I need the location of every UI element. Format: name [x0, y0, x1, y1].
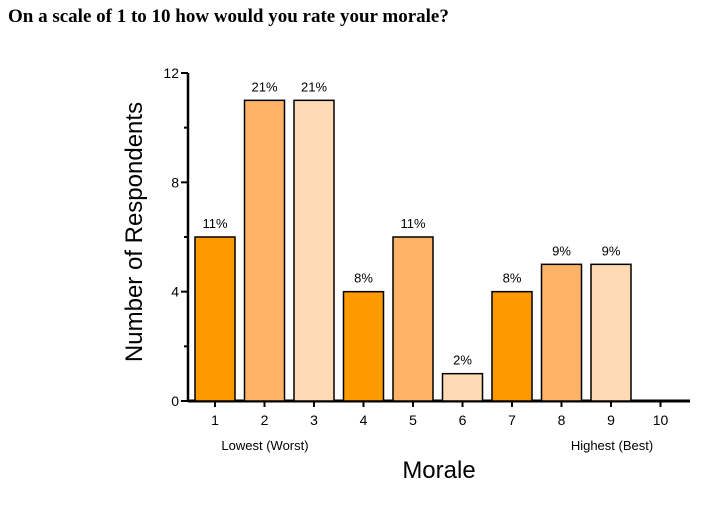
- x-tick-label: 8: [558, 412, 566, 428]
- data-label-4: 8%: [354, 271, 373, 286]
- data-label-5: 11%: [400, 216, 425, 231]
- y-tick-label: 12: [163, 65, 179, 81]
- bar-9: [590, 263, 632, 402]
- x-tick-label: 9: [607, 412, 615, 428]
- y-tick-label: 0: [171, 393, 179, 409]
- y-axis-title: Number of Respondents: [121, 102, 148, 362]
- bar-8: [540, 263, 583, 402]
- bar-5: [392, 236, 434, 402]
- y-tick-label: 4: [171, 284, 179, 300]
- x-tick-label: 7: [508, 412, 516, 428]
- x-tick-label: 1: [211, 412, 219, 428]
- bar-6: [441, 372, 484, 402]
- bar-1: [194, 236, 236, 402]
- x-tick-label: 6: [459, 412, 467, 428]
- data-label-1: 11%: [202, 216, 227, 231]
- x-tick-label: 10: [653, 412, 669, 428]
- chart-title: On a scale of 1 to 10 how would you rate…: [8, 6, 449, 27]
- data-label-3: 21%: [301, 79, 327, 94]
- data-label-9: 9%: [602, 243, 621, 258]
- x-axis-title: Morale: [402, 457, 475, 484]
- x-tick-label: 2: [261, 412, 269, 428]
- x-annotation-high: Highest (Best): [571, 438, 653, 453]
- data-label-6: 2%: [453, 353, 472, 368]
- bars: [194, 99, 632, 402]
- bar-7: [491, 290, 533, 402]
- data-label-2: 21%: [251, 79, 277, 94]
- x-annotation-low: Lowest (Worst): [221, 438, 308, 453]
- labels: 0 4 8 12 1 11% 2 21% 3 21% 4 8% 5 11% 6 2% 7 8% 8 9% 9 9% 10: [163, 65, 668, 428]
- data-label-7: 8%: [503, 271, 522, 286]
- bar-2: [243, 99, 286, 402]
- bar-3: [293, 99, 335, 402]
- x-tick-label: 5: [409, 412, 417, 428]
- bar-4: [342, 290, 385, 402]
- x-tick-label: 3: [310, 412, 318, 428]
- data-label-8: 9%: [552, 243, 571, 258]
- y-tick-label: 8: [171, 174, 179, 190]
- x-tick-label: 4: [360, 412, 368, 428]
